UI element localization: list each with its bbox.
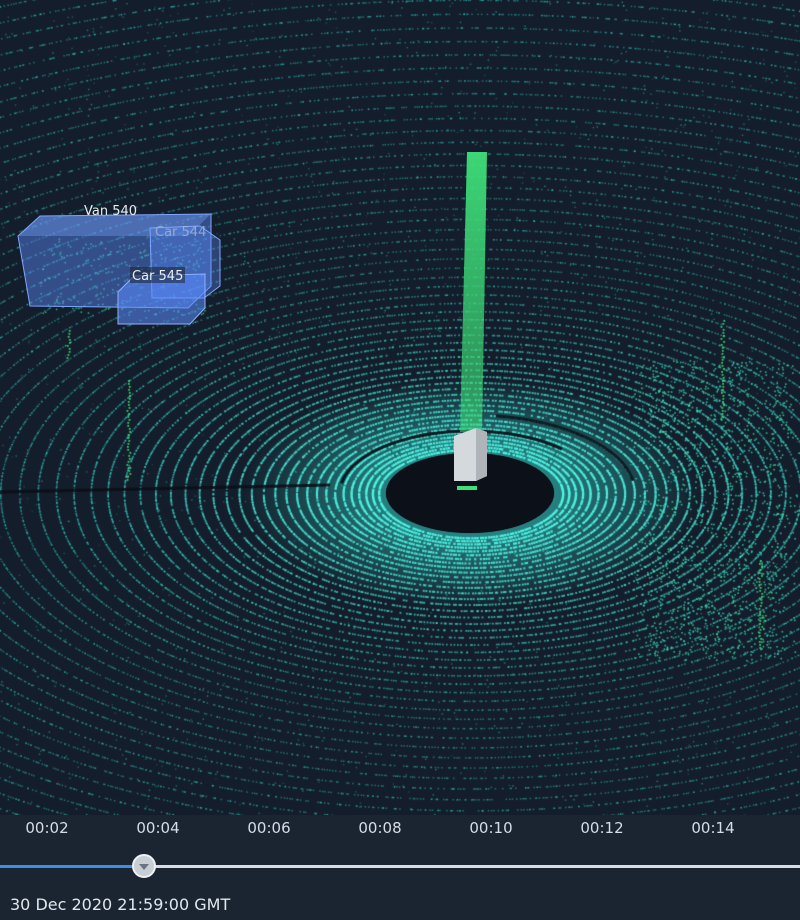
object-label: Van 540 bbox=[84, 204, 137, 219]
timeline-tick-label: 00:08 bbox=[358, 819, 402, 837]
ego-blind-spot bbox=[386, 453, 554, 533]
timeline-tick-label: 00:06 bbox=[247, 819, 291, 837]
point-cloud-canvas[interactable] bbox=[0, 0, 800, 815]
object-car-545[interactable]: Car 545 bbox=[117, 267, 206, 325]
timeline-tick-label: 00:02 bbox=[25, 819, 69, 837]
timeline-tick-label: 00:04 bbox=[136, 819, 180, 837]
scene-overlay: Van 540 Car 544 Car 545 bbox=[17, 152, 554, 533]
object-label: Car 545 bbox=[132, 269, 183, 284]
point-cloud-viewport[interactable]: Van 540 Car 544 Car 545 bbox=[0, 0, 800, 815]
ego-vehicle bbox=[454, 428, 487, 490]
object-label: Car 544 bbox=[155, 225, 206, 240]
timeline-scrubber-handle[interactable] bbox=[132, 854, 156, 878]
timeline-track[interactable] bbox=[0, 865, 800, 868]
current-timestamp: 30 Dec 2020 21:59:00 GMT bbox=[10, 895, 231, 914]
timeline-tick-label: 00:10 bbox=[469, 819, 513, 837]
timeline-tick-label: 00:12 bbox=[580, 819, 624, 837]
ego-trajectory-bar bbox=[460, 152, 487, 432]
playback-timeline: 00:02 00:04 00:06 00:08 00:10 00:12 00:14 30 D… bbox=[0, 815, 800, 920]
timeline-progress bbox=[0, 865, 144, 868]
timeline-tick-label: 00:14 bbox=[691, 819, 735, 837]
